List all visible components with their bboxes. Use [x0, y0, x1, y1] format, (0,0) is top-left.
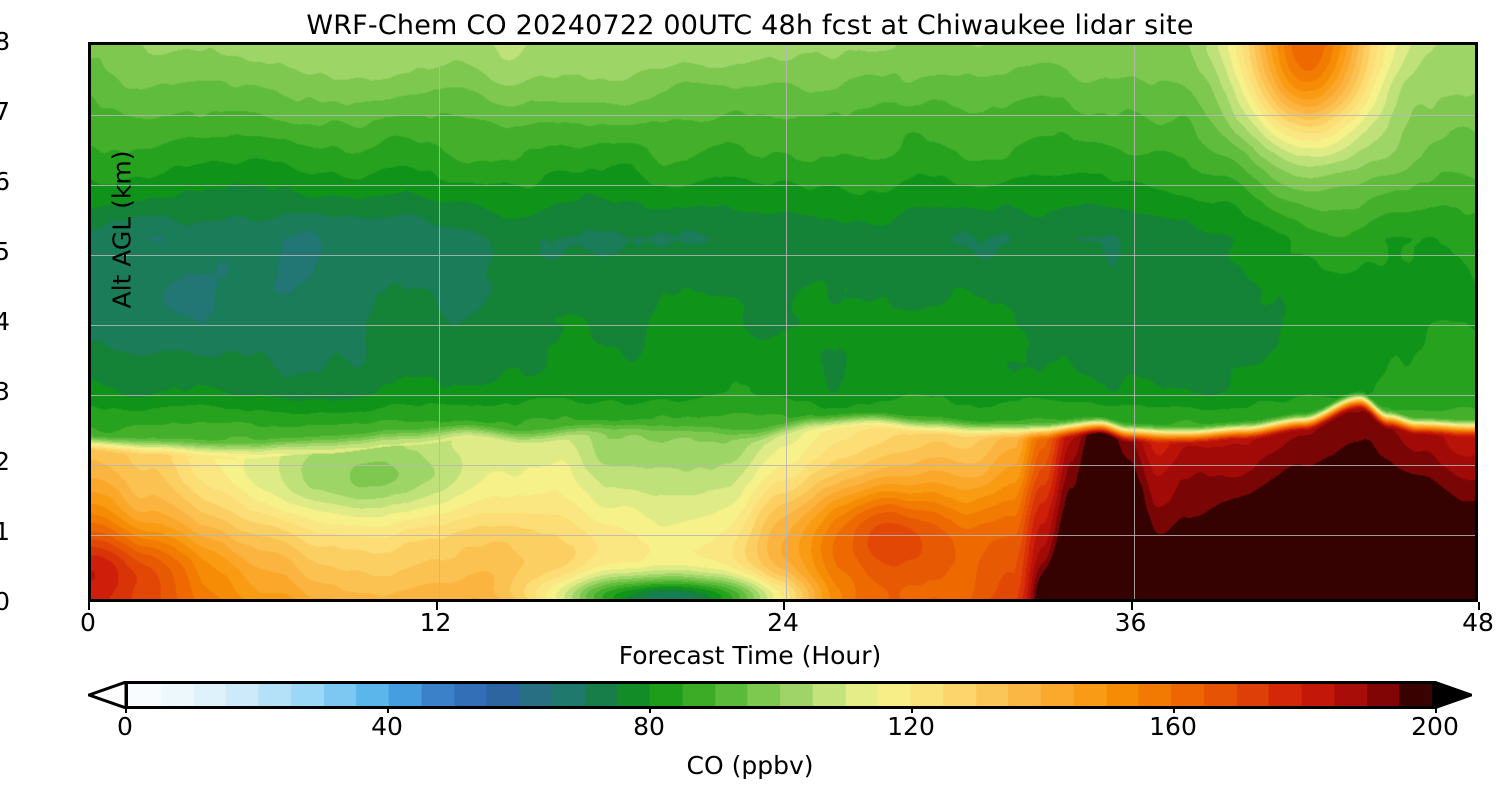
x-axis-label: Forecast Time (Hour)	[618, 641, 882, 670]
colorbar-tick-label: 0	[55, 706, 195, 740]
y-tick-label: 2	[0, 447, 10, 476]
y-tick-label: 4	[0, 307, 10, 336]
colorbar-tick-label: 160	[1103, 706, 1243, 740]
x-tick-mark	[435, 602, 438, 610]
x-tick-mark	[88, 602, 90, 610]
y-tick-label: 5	[0, 237, 10, 266]
colorbar-gradient	[128, 684, 1432, 706]
x-tick-label: 48	[1418, 602, 1500, 635]
colorbar-tick-mark	[1435, 706, 1437, 713]
y-tick-label: 7	[0, 97, 10, 126]
y-tick-label: 8	[0, 27, 10, 56]
y-axis-label: Alt AGL (km)	[107, 150, 137, 309]
x-tick-label: 0	[28, 602, 148, 635]
colorbar-max-extend-arrow	[1434, 681, 1472, 709]
page-title: WRF-Chem CO 20240722 00UTC 48h fcst at C…	[306, 10, 1194, 41]
y-tick-label: 0	[0, 587, 10, 616]
colorbar-label: CO (ppbv)	[686, 751, 814, 780]
colorbar-tick-mark	[387, 706, 389, 713]
y-tick-label: 3	[0, 377, 10, 406]
colorbar-gradient-body	[125, 681, 1435, 709]
y-tick-label: 6	[0, 167, 10, 196]
colorbar-tick-mark	[1173, 706, 1175, 713]
co-contour-field	[91, 45, 1475, 599]
colorbar-tick-mark	[911, 706, 913, 713]
x-tick-mark	[1130, 602, 1133, 610]
x-tick-label: 24	[723, 602, 843, 635]
plot-area	[88, 42, 1478, 602]
y-tick-label: 1	[0, 517, 10, 546]
x-tick-label: 12	[376, 602, 496, 635]
colorbar-tick-label: 80	[579, 706, 719, 740]
colorbar-min-extend-arrow	[88, 681, 126, 709]
colorbar-tick-label: 120	[841, 706, 981, 740]
colorbar-tick-mark	[125, 706, 127, 713]
colorbar-tick-label: 200	[1365, 706, 1500, 740]
colorbar-tick-label: 40	[317, 706, 457, 740]
x-tick-label: 36	[1071, 602, 1191, 635]
colorbar: 0 40 80 120 160 200 CO (ppbv)	[0, 676, 1500, 796]
x-tick-mark	[1478, 602, 1480, 610]
x-tick-mark	[783, 602, 785, 610]
colorbar-tick-mark	[649, 706, 651, 713]
